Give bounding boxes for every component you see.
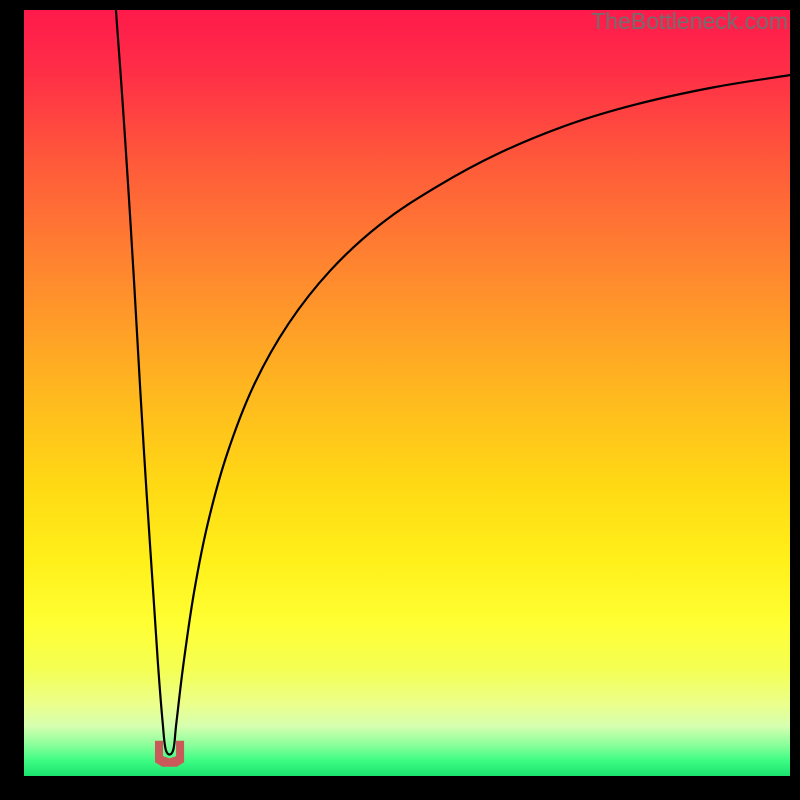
plot-area [24, 10, 790, 776]
curve-layer [24, 10, 790, 776]
bottleneck-curve [116, 10, 790, 755]
chart-frame: TheBottleneck.com [0, 0, 800, 800]
watermark-text: TheBottleneck.com [591, 8, 788, 35]
